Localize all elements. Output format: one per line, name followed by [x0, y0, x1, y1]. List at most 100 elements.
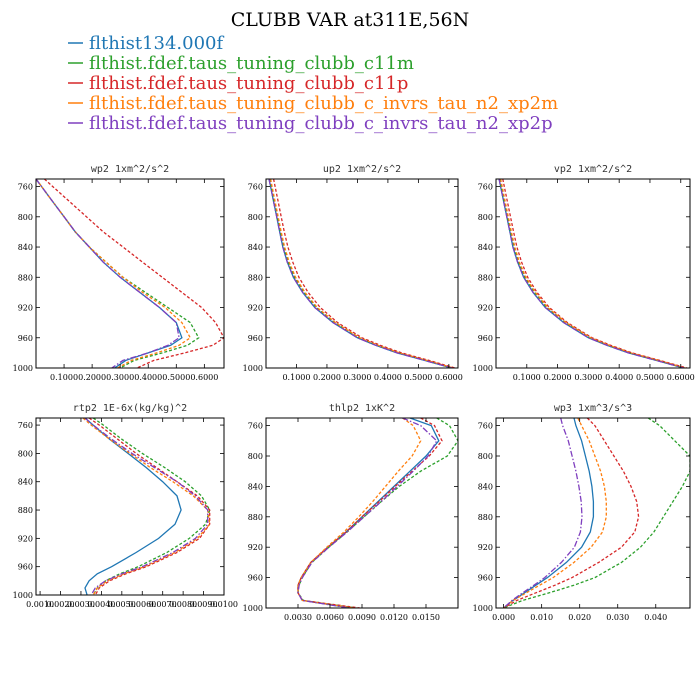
series-line [297, 418, 443, 608]
y-tick-label: 1000 [243, 604, 263, 613]
x-tick-label: 0.1000 [50, 373, 78, 382]
x-tick-label: 0.0010 [26, 600, 54, 609]
x-tick-label: 0.1000 [282, 373, 310, 382]
plot-frame [35, 417, 225, 596]
x-tick-label: 0.3000 [106, 373, 134, 382]
y-tick-label: 920 [478, 304, 493, 313]
series-line [297, 418, 438, 608]
x-tick-label: 0.0120 [380, 613, 408, 622]
panel: wp3 1xm^3/s^3 760 800 840 880 920 960 10000.000… [473, 403, 691, 622]
legend-label: flthist.fdef.taus_tuning_clubb_c11p [89, 73, 408, 94]
y-tick-label: 960 [478, 334, 493, 343]
x-tick-label: 0.0080 [169, 600, 197, 609]
series-line [502, 179, 688, 368]
plot-frame [495, 178, 691, 369]
series-group [268, 179, 456, 368]
series-line [88, 418, 211, 595]
x-tick-label: 0.6000 [190, 373, 218, 382]
panel: wp2 1xm^2/s^2 760 800 840 880 920 960 1000 0.100… [13, 164, 225, 382]
x-tick-label: 0.0060 [128, 600, 156, 609]
series-line [36, 179, 200, 368]
plot-frame [35, 178, 225, 369]
series-group [36, 179, 224, 368]
panel-title: thlp2 1xK^2 [329, 403, 395, 414]
figure-title: CLUBB VAR at311E,56N [231, 9, 470, 31]
y-tick-label: 880 [248, 273, 263, 282]
x-tick-label: 0.5000 [404, 373, 432, 382]
x-tick-label: 0.0020 [47, 600, 75, 609]
series-line [503, 418, 640, 608]
y-tick-label: 880 [18, 506, 33, 515]
y-tick-label: 880 [248, 513, 263, 522]
series-line [498, 179, 684, 368]
series-line [503, 418, 690, 608]
y-tick-label: 1000 [13, 364, 33, 373]
panel-title: vp2 1xm^2/s^2 [554, 164, 632, 175]
panel: thlp2 1xK^2 760 800 840 880 920 960 1000 0.0030 0… [243, 403, 459, 622]
y-tick-label: 760 [18, 421, 33, 430]
legend-entry: flthist.fdef.taus_tuning_clubb_c_invrs_t… [68, 113, 553, 134]
x-tick-label: 0.4000 [374, 373, 402, 382]
y-tick-label: 1000 [473, 604, 493, 613]
y-tick-label: 920 [248, 304, 263, 313]
x-tick-label: 0.0150 [412, 613, 440, 622]
y-tick-label: 880 [478, 273, 493, 282]
x-tick-label: 0.5000 [636, 373, 664, 382]
series-line [82, 418, 211, 595]
y-tick-label: 760 [18, 183, 33, 192]
series-group [82, 418, 211, 595]
y-tick-label: 800 [18, 449, 33, 458]
series-line [84, 418, 209, 595]
legend: flthist134.000fflthist.fdef.taus_tuning_… [68, 33, 558, 134]
x-tick-label: 0.6000 [435, 373, 463, 382]
series-line [269, 179, 454, 368]
legend-entry: flthist.fdef.taus_tuning_clubb_c11m [68, 53, 414, 74]
plot-frame [495, 417, 691, 609]
y-tick-label: 840 [18, 478, 33, 487]
y-tick-label: 840 [18, 243, 33, 252]
y-tick-label: 960 [18, 563, 33, 572]
x-tick-label: 0.010 [530, 613, 553, 622]
y-tick-label: 920 [18, 534, 33, 543]
y-tick-label: 920 [18, 304, 33, 313]
x-tick-label: 0.0070 [149, 600, 177, 609]
y-tick-label: 760 [248, 183, 263, 192]
legend-label: flthist.fdef.taus_tuning_clubb_c_invrs_t… [89, 93, 558, 114]
series-line [503, 418, 607, 608]
y-tick-label: 840 [248, 482, 263, 491]
y-tick-label: 880 [478, 513, 493, 522]
series-line [499, 179, 686, 368]
x-tick-label: 0.4000 [134, 373, 162, 382]
x-tick-label: 0.3000 [343, 373, 371, 382]
series-line [297, 418, 422, 608]
x-tick-label: 0.2000 [78, 373, 106, 382]
y-tick-label: 800 [248, 452, 263, 461]
y-tick-label: 920 [248, 543, 263, 552]
x-tick-label: 0.1000 [513, 373, 541, 382]
series-line [92, 418, 211, 595]
x-tick-label: 0.0030 [284, 613, 312, 622]
series-line [503, 418, 583, 608]
panel: up2 1xm^2/s^2 760 800 840 880 920 960 1000 0.100… [243, 164, 463, 382]
x-tick-label: 0.6000 [667, 373, 695, 382]
y-tick-label: 1000 [13, 591, 33, 600]
series-line [43, 179, 224, 368]
x-tick-label: 0.040 [644, 613, 667, 622]
y-tick-label: 960 [18, 334, 33, 343]
y-tick-label: 840 [478, 243, 493, 252]
y-tick-label: 800 [478, 452, 493, 461]
series-group [297, 418, 458, 608]
series-line [268, 179, 453, 368]
series-line [36, 179, 180, 368]
x-tick-label: 0.0040 [87, 600, 115, 609]
y-tick-label: 960 [248, 574, 263, 583]
series-line [503, 418, 595, 608]
legend-entry: flthist.fdef.taus_tuning_clubb_c_invrs_t… [68, 93, 558, 114]
plot-frame [265, 417, 459, 609]
panel-title: wp2 1xm^2/s^2 [91, 164, 169, 175]
x-tick-label: 0.2000 [313, 373, 341, 382]
x-tick-label: 0.030 [606, 613, 629, 622]
series-group [498, 179, 688, 368]
x-tick-label: 0.0090 [348, 613, 376, 622]
